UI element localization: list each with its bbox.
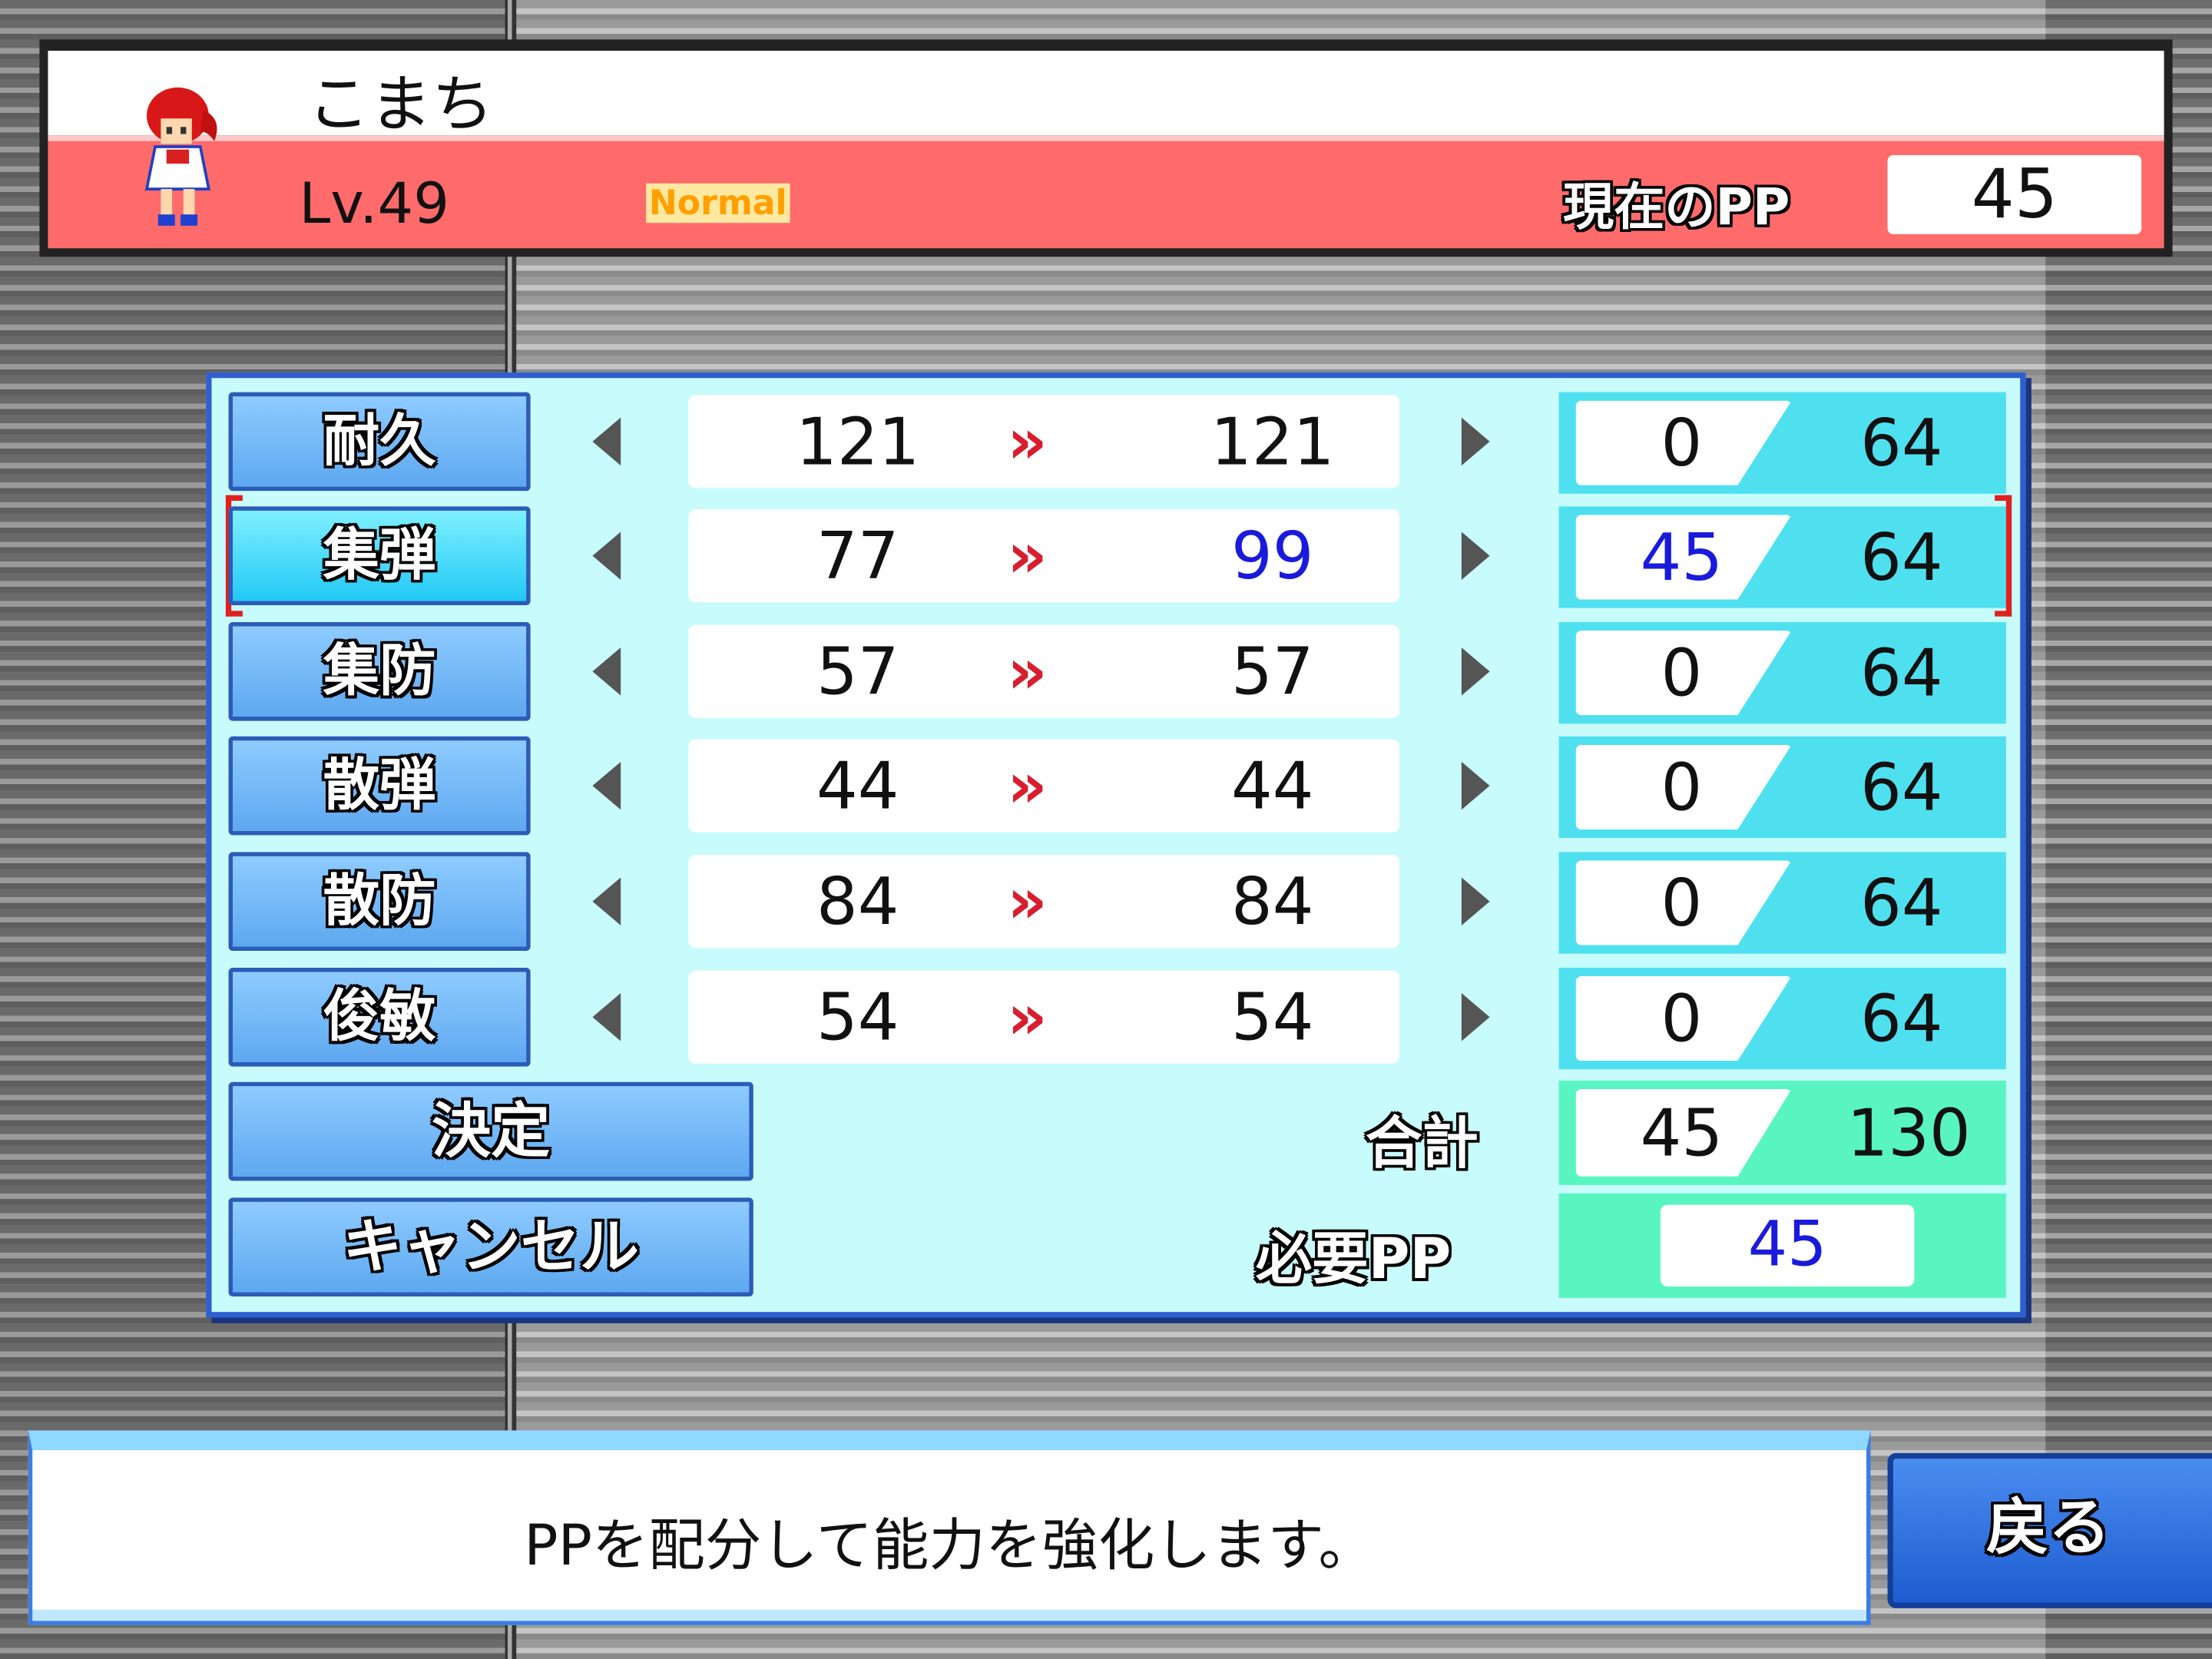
decrease-arrow-icon[interactable] (592, 993, 621, 1041)
decrease-arrow-icon[interactable] (592, 877, 621, 926)
stat-label-button[interactable]: 散弾 (228, 736, 531, 836)
arrow-right-icon: » (1007, 520, 1048, 593)
pp-allocation-box: 0 64 (1558, 392, 2006, 494)
pp-allocated: 0 (1661, 405, 1703, 482)
message-box: PPを配分して能力を強化します。 (28, 1430, 1871, 1625)
character-sprite-icon (144, 87, 217, 226)
required-pp-box: 45 (1558, 1193, 2006, 1298)
arrow-right-icon: » (1007, 750, 1048, 823)
stat-value-box: 44 » 44 (688, 739, 1400, 833)
pp-allocated: 0 (1661, 980, 1703, 1057)
stat-after: 121 (1210, 403, 1335, 480)
total-label: 合計 (1365, 1111, 1479, 1177)
arrow-right-icon: » (1007, 406, 1048, 478)
pp-allocation-box: 0 64 (1558, 736, 2006, 839)
decrease-arrow-icon[interactable] (592, 647, 621, 696)
stat-after: 54 (1230, 979, 1314, 1055)
increase-arrow-icon[interactable] (1461, 993, 1490, 1041)
increase-arrow-icon[interactable] (1461, 647, 1490, 696)
stat-row[interactable]: 耐久 121 » 121 0 64 (228, 392, 2006, 494)
stat-value-box: 77 » 99 (688, 509, 1400, 603)
pp-max: 64 (1860, 518, 1943, 596)
stat-row[interactable]: 集弾 77 » 99 45 64 (225, 495, 2012, 617)
stat-before: 77 (816, 518, 899, 594)
increase-arrow-icon[interactable] (1461, 761, 1490, 810)
pp-allocation-box: 0 64 (1558, 622, 2006, 724)
background-right (2045, 0, 2212, 1659)
arrow-right-icon: » (1007, 982, 1048, 1055)
selection-bracket-left (225, 495, 243, 617)
back-button[interactable]: 戻る (1887, 1452, 2212, 1608)
stat-label-button[interactable]: 集弾 (228, 506, 531, 605)
increase-arrow-icon[interactable] (1461, 417, 1490, 466)
character-level: Lv.49 (299, 172, 449, 237)
stat-after: 99 (1230, 518, 1314, 594)
stat-label-button[interactable]: 散防 (228, 852, 531, 951)
stat-after: 84 (1230, 863, 1314, 940)
stat-before: 84 (816, 863, 899, 940)
pp-allocation-box: 45 64 (1558, 506, 2006, 608)
decrease-arrow-icon[interactable] (592, 761, 621, 810)
stat-row[interactable]: 散弾 44 » 44 0 64 (228, 736, 2006, 839)
character-name: こまち (307, 69, 494, 141)
stat-after: 44 (1230, 747, 1314, 824)
increase-arrow-icon[interactable] (1461, 877, 1490, 926)
stat-row[interactable]: 散防 84 » 84 0 64 (228, 852, 2006, 954)
stat-row[interactable]: 俊敏 54 » 54 0 64 (228, 968, 2006, 1070)
stat-before: 44 (816, 747, 899, 824)
stat-value-box: 54 » 54 (688, 970, 1400, 1064)
arrow-right-icon: » (1007, 866, 1048, 939)
stat-label-button[interactable]: 俊敏 (228, 968, 531, 1067)
required-pp-value: 45 (1660, 1204, 1915, 1287)
message-text: PPを配分して能力を強化します。 (524, 1513, 1375, 1579)
decrease-arrow-icon[interactable] (592, 417, 621, 466)
stat-before: 54 (816, 979, 899, 1055)
required-pp-label: 必要PP (1255, 1227, 1452, 1293)
header-info-strip (48, 135, 2164, 249)
pp-allocated: 45 (1640, 518, 1724, 596)
stat-value-box: 84 » 84 (688, 855, 1400, 949)
confirm-button[interactable]: 決定 (228, 1081, 753, 1181)
stat-value-box: 57 » 57 (688, 624, 1400, 718)
stat-label-button[interactable]: 耐久 (228, 392, 531, 492)
stat-value-box: 121 » 121 (688, 395, 1400, 488)
stat-label-button[interactable]: 集防 (228, 622, 531, 721)
total-max: 130 (1846, 1094, 1971, 1171)
pp-allocated: 0 (1661, 634, 1703, 711)
pp-max: 64 (1860, 864, 1943, 942)
pp-allocation-box: 0 64 (1558, 968, 2006, 1070)
decrease-arrow-icon[interactable] (592, 531, 621, 580)
arrow-right-icon: » (1007, 636, 1048, 709)
increase-arrow-icon[interactable] (1461, 531, 1490, 580)
current-pp-label: 現在のPP (1563, 179, 1790, 237)
stat-after: 57 (1230, 633, 1314, 710)
pp-max: 64 (1860, 634, 1943, 711)
pp-allocated: 0 (1661, 749, 1703, 826)
current-pp-value: 45 (1887, 155, 2142, 234)
pp-allocation-box: 0 64 (1558, 852, 2006, 954)
pp-max: 64 (1860, 749, 1943, 826)
stat-before: 121 (796, 403, 920, 480)
stat-row[interactable]: 集防 57 » 57 0 64 (228, 622, 2006, 724)
total-box: 45 130 (1558, 1080, 2006, 1185)
cancel-button[interactable]: キャンセル (228, 1197, 753, 1296)
selection-bracket-right (1995, 495, 2012, 617)
pp-allocated: 0 (1661, 864, 1703, 942)
stat-before: 57 (816, 633, 899, 710)
difficulty-badge: Normal (646, 183, 790, 224)
header-name-strip (48, 51, 2164, 136)
pp-max: 64 (1860, 980, 1943, 1057)
pp-max: 64 (1860, 405, 1943, 482)
total-allocated: 45 (1640, 1094, 1724, 1171)
